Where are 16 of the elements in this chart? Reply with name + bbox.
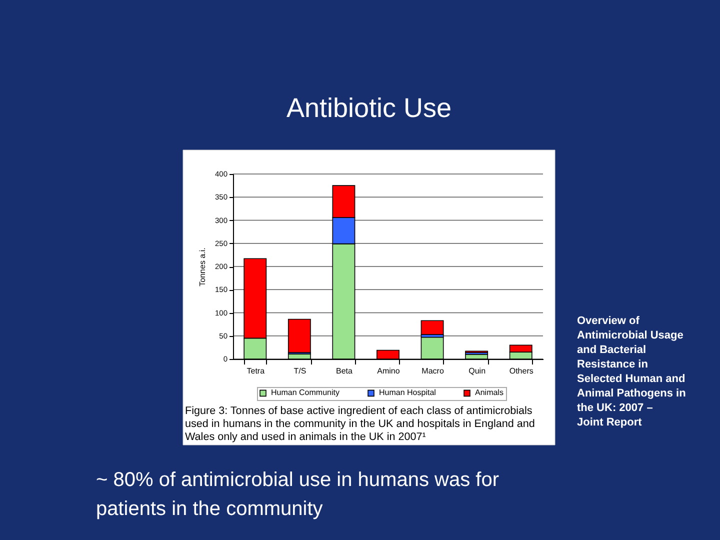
text: ~ 80% of antimicrobial use in humans was for patients in the community	[96, 469, 500, 520]
legend-label: Human Community	[271, 388, 340, 398]
x-tick-label: T/S	[294, 366, 306, 376]
text: Overview of Antimicrobial Usage and Bacterial Resistance in Selected Human and Animal Pathogens in the UK: 2007 – Joint Report	[577, 315, 686, 428]
legend-label: Animals	[475, 388, 504, 398]
x-tick-label: Quin	[468, 366, 486, 376]
x-tick-label: Beta	[336, 366, 353, 376]
x-tick-label: Tetra	[246, 366, 266, 376]
y-axis-title: Tonnes a.i.	[198, 248, 207, 286]
x-tick-label: Others	[509, 366, 534, 376]
legend-label: Human Hospital	[379, 388, 436, 398]
x-tick-label: Macro	[422, 366, 444, 376]
caption: Figure 3: Tonnes of base active ingredient of each class of antimicrobials used in humans in the community in the UK and hospitals in England and Wales only and used in animals in the UK in 2007¹	[185, 405, 535, 443]
bar	[420, 320, 444, 335]
x-tick-label: Amino	[377, 366, 400, 376]
chart-title: Antibiotic Use	[286, 93, 452, 123]
